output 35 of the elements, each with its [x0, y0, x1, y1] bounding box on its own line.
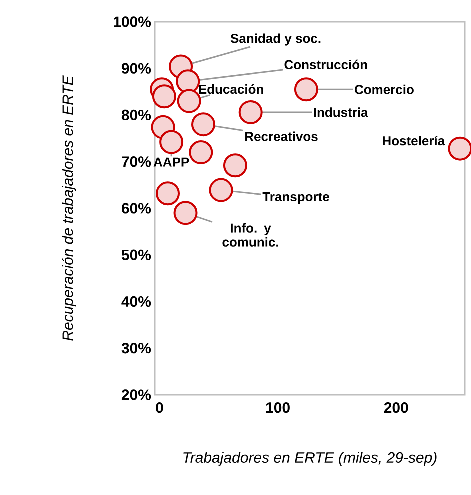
- y-tick-label: 70%: [122, 156, 151, 168]
- y-tick-label: 20%: [122, 390, 151, 400]
- point: [294, 78, 318, 102]
- point: [209, 178, 234, 202]
- point: [159, 130, 184, 154]
- x-axis-title: Trabajadores en ERTE (miles, 29-sep): [184, 452, 437, 466]
- x-tick-label: 100: [266, 402, 290, 414]
- y-axis-title: Recuperación de trabajadores en ERTE: [62, 76, 76, 341]
- annotation: Info. y comunic.: [222, 223, 278, 247]
- point: [174, 201, 198, 226]
- annotation: Transporte: [262, 192, 330, 204]
- point: [238, 100, 263, 124]
- annotation: Sanidad y soc.: [230, 34, 321, 46]
- point: [152, 84, 176, 109]
- y-tick-label: 100%: [114, 16, 151, 28]
- annotation: Comercio: [354, 84, 414, 94]
- annotation: Industria: [314, 108, 368, 118]
- y-tick-label: 40%: [122, 296, 151, 308]
- y-tick-label: 50%: [122, 250, 151, 260]
- point: [156, 182, 180, 206]
- annotation: Construcción: [284, 60, 368, 70]
- y-tick-label: 30%: [122, 343, 151, 354]
- annotation: Recreativos: [245, 132, 318, 142]
- point: [176, 70, 200, 94]
- point: [191, 112, 216, 137]
- x-tick-label: 200: [384, 402, 408, 414]
- y-tick-label: 80%: [122, 110, 151, 121]
- annotation: Educación: [199, 84, 264, 94]
- point: [189, 140, 214, 165]
- y-tick-label: 60%: [122, 203, 151, 214]
- point: [223, 154, 248, 178]
- annotation: AAPP: [154, 158, 190, 167]
- x-tick-label: 0: [156, 402, 164, 414]
- y-tick-label: 90%: [122, 63, 151, 74]
- annotation: Hostelería: [382, 136, 446, 146]
